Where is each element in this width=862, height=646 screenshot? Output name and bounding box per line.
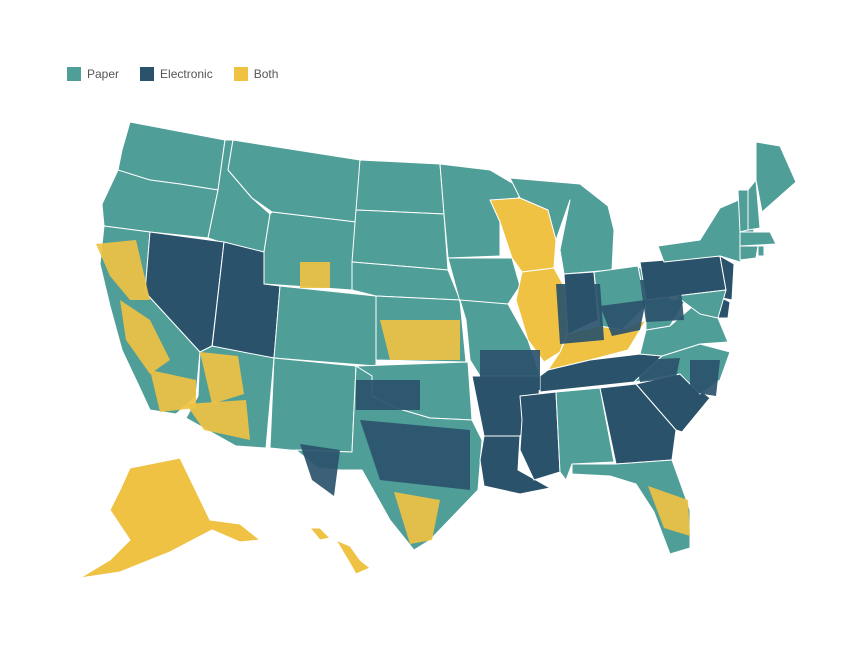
state-nd [355,159,445,215]
county-patch-northern-california [96,240,150,300]
state-nj [719,255,735,301]
state-ak [79,457,261,579]
legend-swatch-electronic [140,67,155,81]
county-patch-west-virginia [640,280,684,322]
county-patch-western-arizona [200,352,244,404]
state-ma [739,231,777,247]
county-patch-southeast-california [150,370,196,412]
state-vt [737,189,749,233]
county-patch-central-kansas [380,320,460,360]
county-patch-southern-arizona [186,400,250,440]
state-mi [509,177,615,275]
state-co [273,285,377,367]
legend-swatch-both [233,67,248,81]
state-fl [571,459,691,555]
state-ct [739,245,759,261]
county-patch-north-carolina-west [636,358,680,382]
county-patch-central-california [120,300,170,374]
legend-label-paper: Paper [87,67,120,81]
state-la [479,435,551,495]
legend-swatch-paper [67,67,81,81]
state-nh [747,179,761,231]
state-hi [309,527,371,575]
state-ri [757,245,765,257]
state-ms [519,391,561,481]
state-md [675,289,727,319]
county-patch-ohio-southeast [600,300,646,336]
state-nm [269,357,357,453]
legend-label-both: Both [253,67,279,81]
county-patch-southeast-missouri [480,350,540,390]
county-patch-layer [96,240,720,544]
county-patch-central-texas [360,420,470,490]
legend-item-electronic: Electronic [140,67,213,81]
county-patch-north-carolina-east [690,360,720,396]
legend-item-paper: Paper [67,67,119,81]
county-patch-south-texas [394,492,440,544]
county-patch-west-texas [300,444,340,496]
state-sd [351,209,449,271]
state-ga [599,383,677,465]
legend-label-electronic: Electronic [160,67,213,81]
states-layer [79,121,797,579]
state-ia [447,257,521,305]
county-patch-illinois-east [556,284,604,344]
county-patch-north-texas [356,380,420,410]
county-patch-florida-east [648,486,690,536]
county-patch-eastern-wyoming [300,262,330,288]
legend-item-both: Both [233,67,279,81]
state-mn [439,163,525,259]
state-me [755,141,797,213]
map-legend: Paper Electronic Both [67,67,299,81]
